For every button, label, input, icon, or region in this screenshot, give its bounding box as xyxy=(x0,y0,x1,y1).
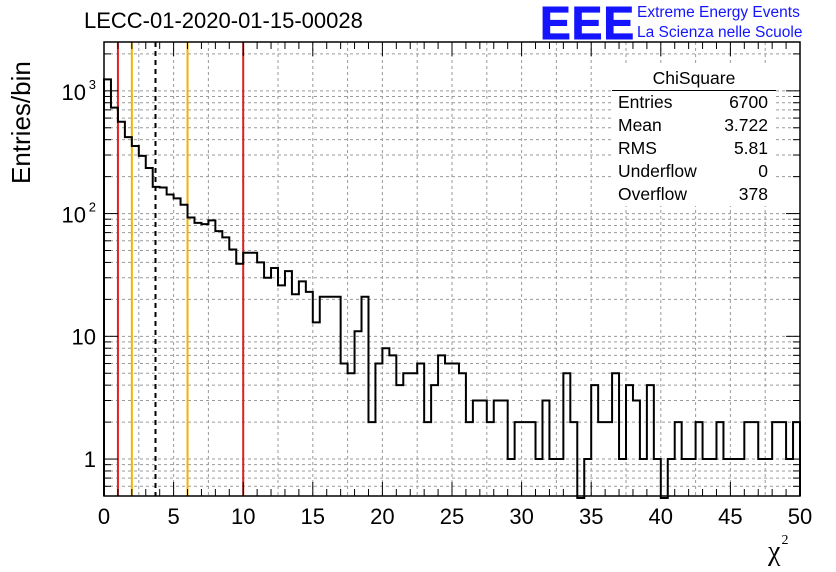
stats-value: 378 xyxy=(738,184,768,204)
y-tick-label: 1 xyxy=(84,447,96,472)
axis-ticks xyxy=(103,42,801,496)
stats-box: ChiSquare Entries 6700 Mean 3.722 RMS 5.… xyxy=(612,66,776,206)
x-axis-label-text: χ xyxy=(768,536,781,567)
x-tick-label: 45 xyxy=(718,504,742,529)
x-axis-label-sup: 2 xyxy=(781,532,789,548)
stats-value: 3.722 xyxy=(724,115,768,135)
stats-row-overflow: Overflow 378 xyxy=(612,183,776,206)
stats-row-rms: RMS 5.81 xyxy=(612,137,776,160)
y-tick-label-exp: 3 xyxy=(89,77,96,92)
x-tick-label: 25 xyxy=(440,504,464,529)
stats-key: Overflow xyxy=(618,184,688,204)
y-tick-label: 10 xyxy=(62,80,86,105)
stats-value: 0 xyxy=(758,161,768,181)
x-tick-label: 20 xyxy=(370,504,394,529)
x-tick-label: 35 xyxy=(579,504,603,529)
y-tick-label: 10 xyxy=(72,324,96,349)
eee-logo: EEE xyxy=(539,0,636,49)
x-tick-label: 40 xyxy=(649,504,673,529)
logo-tagline-1: Extreme Energy Events xyxy=(637,4,800,21)
y-tick-label-exp: 2 xyxy=(89,200,96,215)
x-axis-label: χ2 xyxy=(768,532,789,568)
stats-value: 5.81 xyxy=(733,138,768,158)
x-tick-label: 0 xyxy=(98,504,110,529)
stats-row-underflow: Underflow 0 xyxy=(612,160,776,183)
x-tick-label: 10 xyxy=(231,504,255,529)
x-tick-label: 50 xyxy=(788,504,812,529)
stats-value: 6700 xyxy=(729,92,768,112)
x-tick-label: 30 xyxy=(509,504,533,529)
stats-key: Mean xyxy=(618,115,662,135)
stats-key: Entries xyxy=(618,92,673,112)
logo-tagline-2: La Scienza nelle Scuole xyxy=(637,24,803,41)
y-tick-label: 10 xyxy=(62,203,86,228)
x-tick-label: 5 xyxy=(167,504,179,529)
chart-title: LECC-01-2020-01-15-00028 xyxy=(84,8,363,33)
stats-title: ChiSquare xyxy=(612,66,776,91)
stats-row-entries: Entries 6700 xyxy=(612,91,776,114)
stats-key: RMS xyxy=(618,138,657,158)
stats-key: Underflow xyxy=(618,161,697,181)
x-tick-labels: 0 5 10 15 20 25 30 35 40 45 50 xyxy=(98,504,812,529)
x-tick-label: 15 xyxy=(301,504,325,529)
histogram-steps xyxy=(103,78,801,499)
stats-row-mean: Mean 3.722 xyxy=(612,114,776,137)
